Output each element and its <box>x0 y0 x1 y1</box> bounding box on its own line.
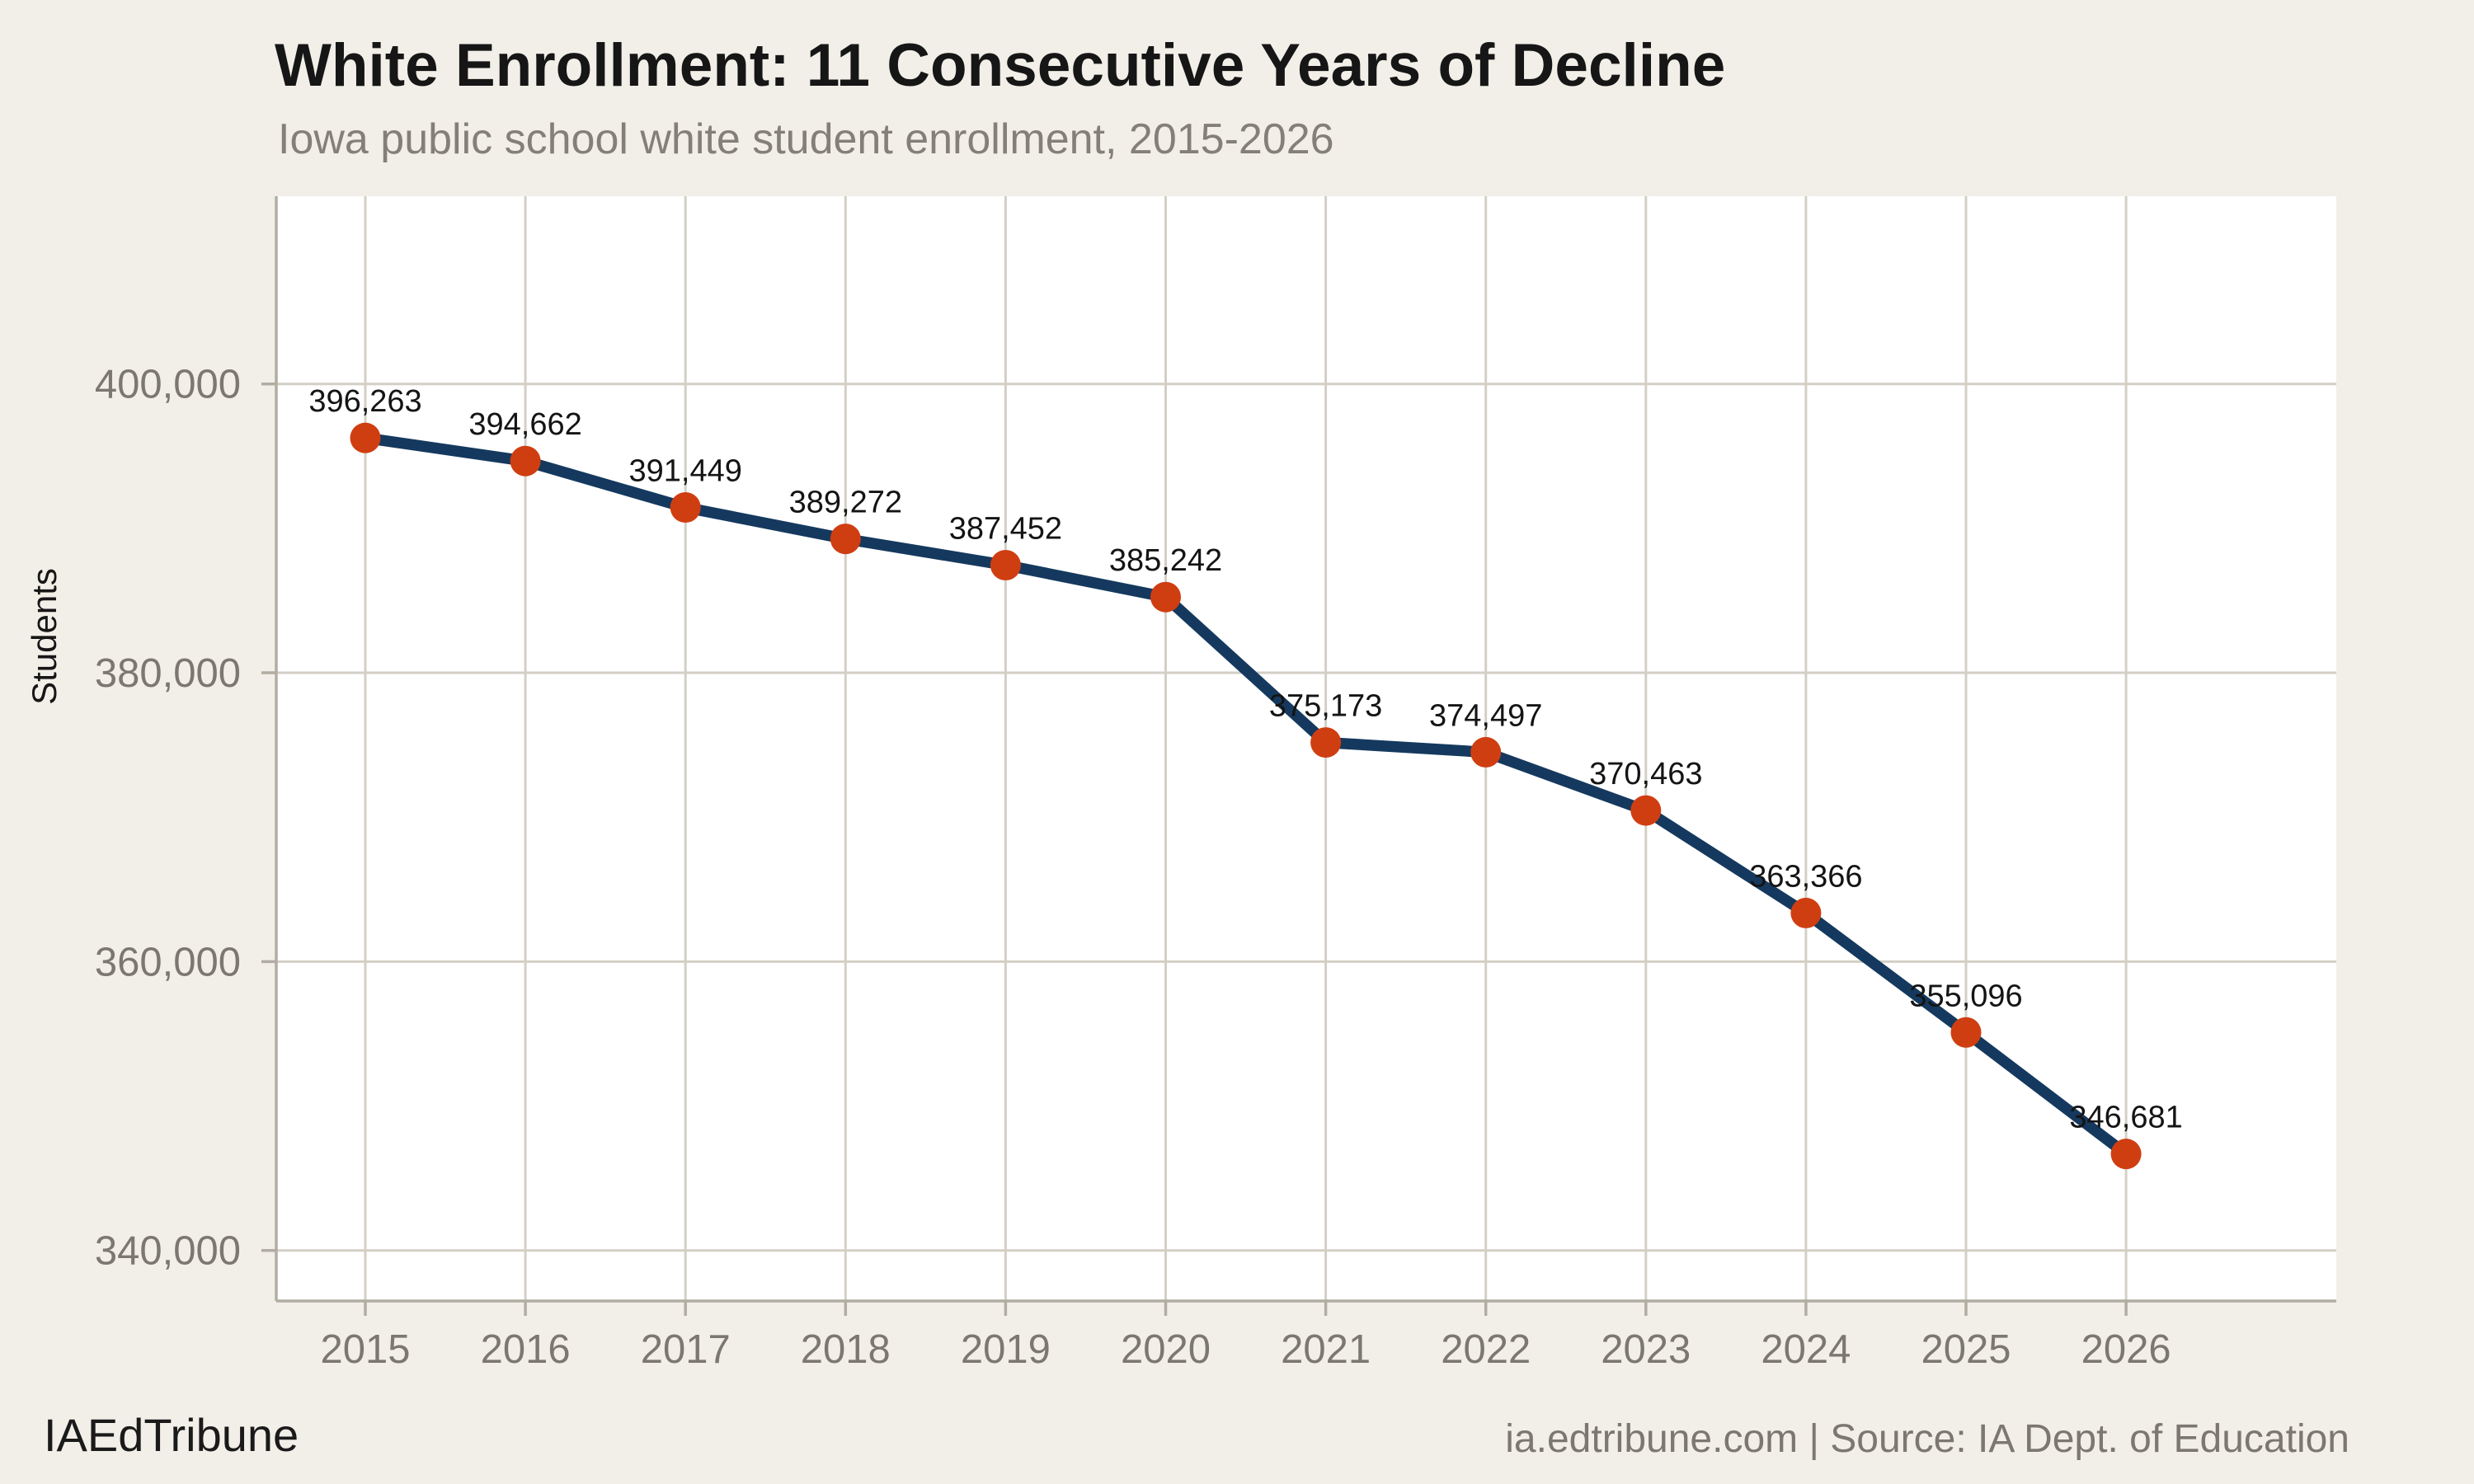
footer-source: ia.edtribune.com | Source: IA Dept. of E… <box>1505 1417 2349 1461</box>
data-point <box>350 422 381 453</box>
data-point-label: 391,449 <box>629 453 742 488</box>
x-tick-label: 2018 <box>801 1327 891 1372</box>
y-tick-label: 360,000 <box>95 940 241 984</box>
data-point-label: 394,662 <box>468 407 581 442</box>
data-point-label: 346,681 <box>2069 1101 2182 1135</box>
data-point <box>2110 1139 2142 1170</box>
chart-title: White Enrollment: 11 Consecutive Years o… <box>275 32 1726 99</box>
data-point-label: 370,463 <box>1589 757 1702 791</box>
data-point <box>1950 1017 1982 1048</box>
plot-panel <box>276 196 2336 1301</box>
data-point-label: 355,096 <box>1909 979 2022 1013</box>
x-tick-label: 2016 <box>481 1327 571 1372</box>
data-point <box>1150 581 1181 613</box>
data-point <box>1470 736 1502 768</box>
data-point <box>1630 795 1662 826</box>
data-point <box>990 550 1021 581</box>
x-tick-label: 2017 <box>641 1327 731 1372</box>
x-tick-label: 2015 <box>320 1327 410 1372</box>
x-tick-label: 2024 <box>1761 1327 1851 1372</box>
data-point-label: 375,173 <box>1269 689 1382 724</box>
y-tick-label: 380,000 <box>95 651 241 696</box>
data-point <box>670 491 701 523</box>
data-point <box>830 524 861 555</box>
y-tick-label: 340,000 <box>95 1229 241 1274</box>
data-point-label: 396,263 <box>308 384 421 419</box>
data-point-label: 374,497 <box>1429 698 1542 733</box>
footer-brand: IAEdTribune <box>44 1409 299 1461</box>
y-axis-title: Students <box>25 568 63 705</box>
x-tick-label: 2023 <box>1601 1327 1691 1372</box>
y-tick-label: 400,000 <box>95 363 241 407</box>
data-point-label: 363,366 <box>1749 859 1862 894</box>
x-tick-label: 2026 <box>2081 1327 2171 1372</box>
x-tick-label: 2021 <box>1281 1327 1371 1372</box>
enrollment-line <box>360 432 2132 1160</box>
data-point <box>1790 897 1822 928</box>
data-point <box>510 445 541 477</box>
x-tick-label: 2019 <box>961 1327 1051 1372</box>
chart-subtitle: Iowa public school white student enrollm… <box>278 115 1334 163</box>
x-tick-label: 2020 <box>1121 1327 1211 1372</box>
x-tick-label: 2022 <box>1441 1327 1531 1372</box>
data-point-label: 389,272 <box>789 486 902 520</box>
data-point-label: 387,452 <box>949 512 1062 547</box>
x-tick-label: 2025 <box>1921 1327 2011 1372</box>
data-point <box>1310 727 1342 758</box>
data-point-label: 385,242 <box>1109 543 1222 578</box>
